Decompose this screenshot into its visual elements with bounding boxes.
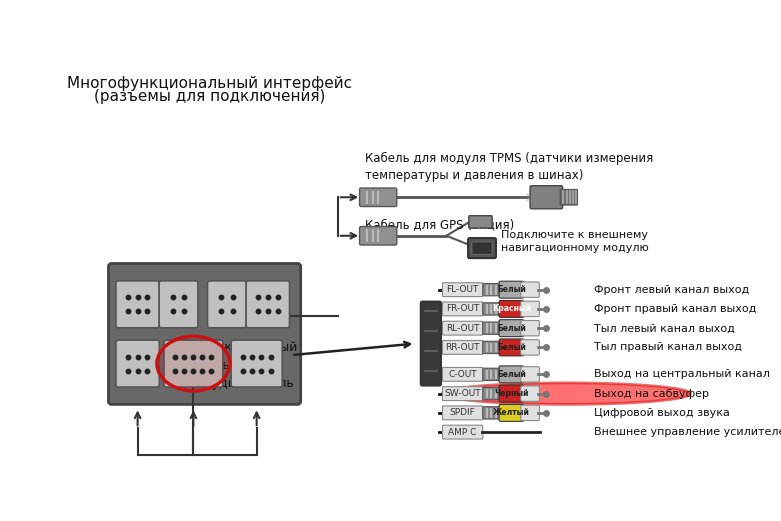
FancyBboxPatch shape: [208, 281, 246, 328]
FancyBboxPatch shape: [499, 366, 524, 383]
FancyBboxPatch shape: [116, 340, 159, 387]
FancyBboxPatch shape: [443, 321, 483, 335]
Text: Белый: Белый: [497, 285, 526, 294]
FancyBboxPatch shape: [359, 188, 397, 206]
FancyBboxPatch shape: [483, 283, 501, 296]
Text: Белый: Белый: [497, 370, 526, 379]
FancyBboxPatch shape: [159, 281, 198, 328]
FancyBboxPatch shape: [231, 340, 282, 387]
FancyBboxPatch shape: [521, 301, 540, 317]
Text: 5.1-канальный
выходной
аудио кабель: 5.1-канальный выходной аудио кабель: [200, 341, 298, 390]
Text: Фронт правый канал выход: Фронт правый канал выход: [594, 304, 756, 314]
Text: RR-OUT: RR-OUT: [445, 343, 480, 352]
FancyBboxPatch shape: [443, 387, 483, 401]
FancyBboxPatch shape: [521, 386, 540, 401]
FancyBboxPatch shape: [483, 341, 501, 354]
Text: Внешнее управление усилителем: Внешнее управление усилителем: [594, 427, 781, 437]
Text: Тыл правый канал выход: Тыл правый канал выход: [594, 342, 742, 352]
Text: SPDIF: SPDIF: [450, 408, 476, 417]
Text: FL-OUT: FL-OUT: [447, 285, 479, 294]
FancyBboxPatch shape: [359, 227, 397, 245]
FancyBboxPatch shape: [499, 339, 524, 356]
Text: RL-OUT: RL-OUT: [446, 324, 480, 333]
FancyBboxPatch shape: [164, 340, 223, 387]
Text: Цифровой выход звука: Цифровой выход звука: [594, 408, 729, 418]
FancyBboxPatch shape: [443, 425, 483, 439]
Text: Кабель для модуля TPMS (датчики измерения
температуры и давления в шинах): Кабель для модуля TPMS (датчики измерени…: [365, 152, 653, 182]
Text: Белый: Белый: [497, 324, 526, 333]
FancyBboxPatch shape: [499, 320, 524, 337]
FancyBboxPatch shape: [521, 320, 540, 336]
FancyBboxPatch shape: [421, 302, 441, 386]
FancyBboxPatch shape: [468, 238, 496, 258]
FancyBboxPatch shape: [521, 282, 540, 297]
Text: Тыл левый канал выход: Тыл левый канал выход: [594, 323, 734, 333]
FancyBboxPatch shape: [499, 385, 524, 402]
Text: AMP C: AMP C: [448, 428, 477, 437]
FancyBboxPatch shape: [483, 388, 501, 400]
Text: Черный: Черный: [494, 389, 529, 398]
FancyBboxPatch shape: [483, 368, 501, 380]
FancyBboxPatch shape: [443, 283, 483, 296]
Text: FR-OUT: FR-OUT: [446, 304, 480, 314]
FancyBboxPatch shape: [246, 281, 290, 328]
Text: Выход на центральный канал: Выход на центральный канал: [594, 369, 769, 379]
FancyBboxPatch shape: [443, 406, 483, 420]
Text: (разъемы для подключения): (разъемы для подключения): [95, 89, 326, 104]
FancyBboxPatch shape: [116, 281, 159, 328]
FancyBboxPatch shape: [499, 404, 524, 421]
Text: Выход на сабвуфер: Выход на сабвуфер: [594, 389, 708, 399]
Text: Желтый: Желтый: [493, 408, 530, 417]
Text: C-OUT: C-OUT: [448, 370, 477, 379]
FancyBboxPatch shape: [521, 367, 540, 382]
Text: Фронт левый канал выход: Фронт левый канал выход: [594, 284, 749, 295]
Text: Многофункциональный интерфейс: Многофункциональный интерфейс: [67, 77, 352, 91]
Ellipse shape: [157, 336, 230, 391]
FancyBboxPatch shape: [443, 367, 483, 381]
Text: Красный: Красный: [492, 304, 531, 314]
FancyBboxPatch shape: [521, 340, 540, 355]
FancyBboxPatch shape: [109, 264, 301, 404]
FancyBboxPatch shape: [499, 301, 524, 317]
Text: Подключите к внешнему
навигационному модулю: Подключите к внешнему навигационному мод…: [501, 230, 648, 253]
FancyBboxPatch shape: [472, 242, 492, 254]
FancyBboxPatch shape: [530, 185, 562, 209]
Text: Кабель для GPS (опция): Кабель для GPS (опция): [365, 218, 514, 231]
FancyBboxPatch shape: [483, 322, 501, 334]
FancyBboxPatch shape: [560, 190, 577, 205]
Text: SW-OUT: SW-OUT: [444, 389, 481, 398]
FancyBboxPatch shape: [499, 281, 524, 298]
Ellipse shape: [443, 383, 690, 404]
FancyBboxPatch shape: [483, 303, 501, 315]
FancyBboxPatch shape: [483, 407, 501, 419]
FancyBboxPatch shape: [521, 405, 540, 420]
Text: Белый: Белый: [497, 343, 526, 352]
FancyBboxPatch shape: [469, 216, 492, 228]
FancyBboxPatch shape: [443, 302, 483, 316]
FancyBboxPatch shape: [443, 341, 483, 354]
